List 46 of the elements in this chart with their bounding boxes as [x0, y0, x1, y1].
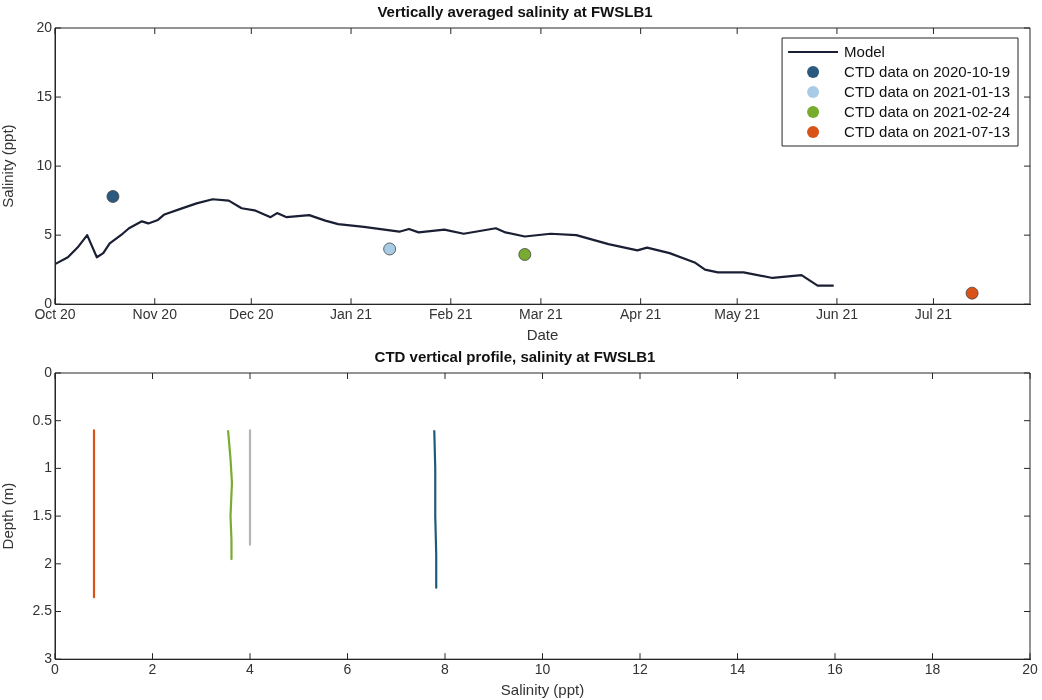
- y-axis-title: Depth (m): [0, 482, 17, 550]
- y-tick-label: 3: [44, 650, 53, 667]
- y-tick-label: 2.5: [32, 602, 53, 619]
- y-tick-label: 15: [36, 87, 53, 104]
- x-tick-label: Nov 20: [132, 306, 178, 323]
- y-tick-label: 0: [44, 363, 53, 380]
- y-tick-label: 5: [44, 226, 53, 243]
- legend-label: CTD data on 2020-10-19: [844, 63, 1010, 81]
- point: [965, 286, 979, 300]
- chart-title: Vertically averaged salinity at FWSLB1: [377, 3, 653, 21]
- legend-label: CTD data on 2021-02-24: [844, 103, 1010, 121]
- point: [383, 242, 397, 256]
- y-tick-label: 1.5: [32, 506, 53, 523]
- x-tick-label: Jan 21: [330, 306, 373, 323]
- legend-label: CTD data on 2021-01-13: [844, 83, 1010, 101]
- chart-title: CTD vertical profile, salinity at FWSLB1: [374, 348, 656, 366]
- x-tick-label: Feb 21: [429, 306, 473, 323]
- x-tick-label: Dec 20: [229, 306, 274, 323]
- y-tick-label: 2: [44, 554, 53, 571]
- x-tick-label: 12: [632, 661, 648, 678]
- x-tick-label: 6: [343, 661, 352, 678]
- x-tick-label: Jul 21: [914, 306, 953, 323]
- x-tick-label: 8: [441, 661, 450, 678]
- x-tick-label: 14: [729, 661, 746, 678]
- x-tick-label: 20: [1022, 661, 1038, 678]
- x-tick-label: 18: [924, 661, 941, 678]
- y-tick-label: 0: [44, 295, 53, 312]
- point: [106, 190, 120, 203]
- x-axis-title: Date: [526, 326, 559, 344]
- x-tick-label: 2: [148, 661, 157, 678]
- x-axis-title: Salinity (ppt): [500, 681, 585, 699]
- legend-label: Model: [844, 43, 885, 61]
- x-tick-label: 10: [534, 661, 551, 678]
- x-tick-label: 4: [246, 661, 255, 678]
- y-tick-label: 10: [36, 156, 53, 173]
- point: [518, 248, 532, 261]
- x-tick-label: Jun 21: [815, 306, 859, 323]
- legend-label: CTD data on 2021-07-13: [844, 123, 1010, 141]
- y-tick-label: 20: [36, 18, 53, 35]
- x-tick-label: 16: [827, 661, 843, 678]
- x-tick-label: Mar 21: [519, 306, 563, 323]
- x-tick-label: May 21: [714, 306, 761, 323]
- x-tick-label: Apr 21: [620, 306, 662, 323]
- y-tick-label: 1: [44, 459, 53, 476]
- y-axis-title: Salinity (ppt): [0, 124, 17, 208]
- y-tick-label: 0.5: [32, 411, 53, 428]
